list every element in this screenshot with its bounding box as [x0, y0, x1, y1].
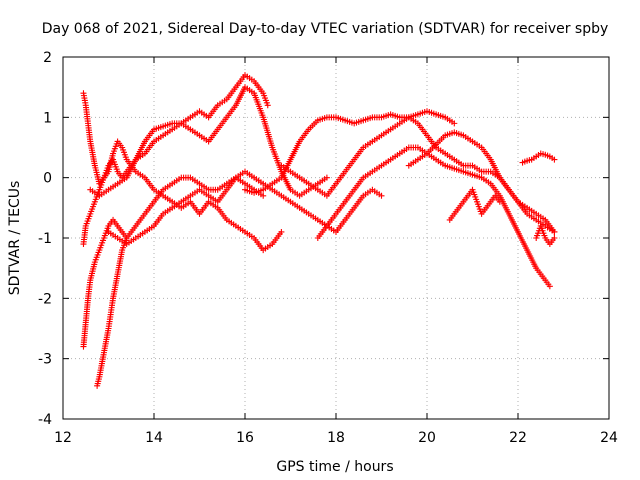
data-point [551, 235, 558, 241]
data-point [323, 174, 330, 181]
series-arc10 [405, 129, 558, 235]
series-arc8 [278, 114, 558, 235]
series-arc6 [105, 168, 385, 248]
y-tick-label: -1 [38, 231, 52, 247]
data-point [451, 120, 458, 127]
series-arc5 [87, 84, 330, 199]
y-tick-label: -3 [38, 352, 52, 368]
x-tick-label: 24 [600, 430, 618, 446]
y-tick-label: 0 [43, 171, 52, 187]
x-axis-label: GPS time / hours [276, 459, 393, 475]
y-tick-label: 1 [43, 110, 52, 126]
grid-lines [63, 57, 609, 419]
data-point [260, 192, 267, 199]
series-arc2 [80, 72, 271, 248]
y-tick-label: -2 [38, 291, 52, 307]
x-tick-label: 16 [236, 430, 254, 446]
x-tick-label: 12 [54, 430, 72, 446]
series-arc12 [519, 150, 558, 166]
series-arc13 [533, 222, 558, 248]
x-tick-label: 22 [509, 430, 527, 446]
data-point [264, 102, 271, 109]
x-tick-label: 18 [327, 430, 345, 446]
series-arc11 [446, 186, 503, 223]
data-point [378, 192, 385, 199]
series-arc1 [80, 90, 285, 254]
data-point [496, 198, 503, 205]
y-tick-label: 2 [43, 50, 52, 66]
data-point [551, 228, 558, 235]
y-tick-label: -4 [38, 412, 52, 428]
data-point [546, 283, 553, 290]
series-arc3 [80, 216, 130, 350]
y-axis-label: SDTVAR / TECUs [7, 181, 23, 296]
data-point [278, 228, 285, 235]
chart-title: Day 068 of 2021, Sidereal Day-to-day VTE… [42, 21, 609, 37]
data-points [80, 72, 558, 389]
series-arc9 [314, 144, 553, 290]
data-point [551, 156, 558, 163]
x-tick-label: 14 [145, 430, 163, 446]
x-tick-label: 20 [418, 430, 436, 446]
